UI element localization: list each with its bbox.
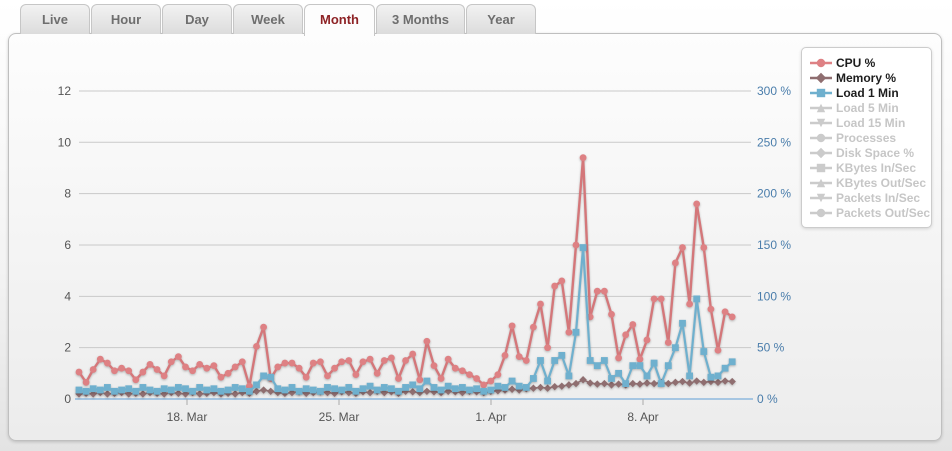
x-tick-label: 18. Mar xyxy=(167,410,208,424)
legend-label: Disk Space % xyxy=(836,145,915,160)
legend-item-load-5-min[interactable]: Load 5 Min xyxy=(809,100,925,115)
time-range-tabbar: Live Hour Day Week Month 3 Months Year xyxy=(20,4,537,36)
legend-item-load-1-min[interactable]: Load 1 Min xyxy=(809,85,925,100)
diamond-marker-icon xyxy=(810,147,832,158)
legend-item-processes[interactable]: Processes xyxy=(809,130,925,145)
legend-item-kbytes-out-sec[interactable]: KBytes Out/Sec xyxy=(809,175,927,190)
legend-label: Processes xyxy=(836,130,897,145)
y-axis-right-label: 300 % xyxy=(757,84,791,98)
x-tick-label: 8. Apr xyxy=(627,410,658,424)
y-axis-left-label: 4 xyxy=(64,289,71,303)
y-axis-right-label: 50 % xyxy=(757,341,785,355)
legend-item-packets-in-sec[interactable]: Packets In/Sec xyxy=(809,190,925,205)
tab-live[interactable]: Live xyxy=(20,4,90,34)
legend-label: CPU % xyxy=(836,55,876,70)
series-cpu xyxy=(75,154,736,390)
tab-hour[interactable]: Hour xyxy=(91,4,161,34)
triangle-up-marker-icon xyxy=(810,178,832,187)
y-axis-left-label: 10 xyxy=(58,135,72,149)
y-axis-right-label: 150 % xyxy=(757,238,791,252)
square-marker-icon xyxy=(810,163,832,172)
diamond-marker-icon xyxy=(810,72,832,83)
legend-label: KBytes In/Sec xyxy=(836,160,917,175)
tab-year[interactable]: Year xyxy=(466,4,537,34)
legend-label: Packets In/Sec xyxy=(836,190,921,205)
tab-3-months[interactable]: 3 Months xyxy=(375,4,466,34)
tab-month[interactable]: Month xyxy=(304,4,375,36)
y-axis-right-label: 200 % xyxy=(757,187,791,201)
y-axis-left-label: 2 xyxy=(64,341,71,355)
circle-marker-icon xyxy=(810,133,832,142)
circle-marker-icon xyxy=(810,208,832,217)
y-axis-left-label: 12 xyxy=(58,84,72,98)
y-axis-right-label: 250 % xyxy=(757,135,791,149)
legend-item-load-15-min[interactable]: Load 15 Min xyxy=(809,115,925,130)
legend-item-memory[interactable]: Memory % xyxy=(809,70,925,85)
chart-legend: CPU % Memory % Load 1 Min Load 5 Min Load 15… xyxy=(801,47,932,228)
tab-week[interactable]: Week xyxy=(233,4,303,34)
triangle-down-marker-icon xyxy=(810,118,832,127)
triangle-down-marker-icon xyxy=(810,193,832,202)
y-axis-right-label: 0 % xyxy=(757,392,778,406)
y-axis-left-label: 0 xyxy=(64,392,71,406)
tab-day[interactable]: Day xyxy=(162,4,232,34)
series-load-1-min xyxy=(75,244,736,395)
y-axis-left-label: 6 xyxy=(64,238,71,252)
legend-label: Load 5 Min xyxy=(836,100,899,115)
legend-label: Load 1 Min xyxy=(836,85,899,100)
legend-item-kbytes-in-sec[interactable]: KBytes In/Sec xyxy=(809,160,925,175)
x-tick-label: 25. Mar xyxy=(319,410,360,424)
legend-item-disk-space[interactable]: Disk Space % xyxy=(809,145,925,160)
square-marker-icon xyxy=(810,88,832,97)
legend-label: Load 15 Min xyxy=(836,115,906,130)
legend-label: Packets Out/Sec xyxy=(836,205,931,220)
y-axis-left-label: 8 xyxy=(64,187,71,201)
legend-label: KBytes Out/Sec xyxy=(836,175,927,190)
legend-label: Memory % xyxy=(836,70,897,85)
y-axis-right-label: 100 % xyxy=(757,289,791,303)
legend-item-cpu[interactable]: CPU % xyxy=(809,55,925,70)
circle-marker-icon xyxy=(810,58,832,67)
x-tick-label: 1. Apr xyxy=(475,410,506,424)
triangle-up-marker-icon xyxy=(810,103,832,112)
legend-item-packets-out-sec[interactable]: Packets Out/Sec xyxy=(809,205,930,220)
